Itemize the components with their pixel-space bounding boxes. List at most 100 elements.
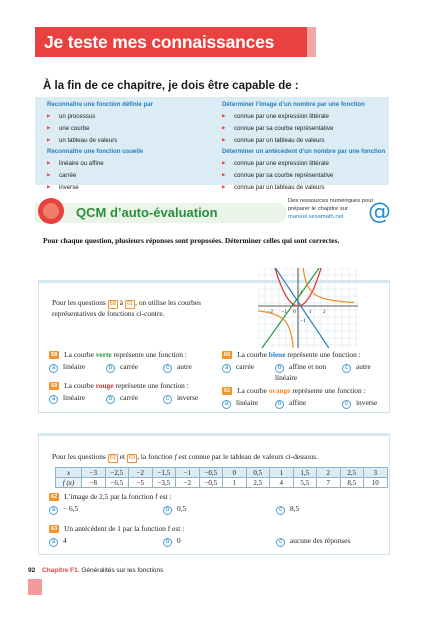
table-row-fx: f (x) −8 −6,5 −5 −3,5 −2 −0,5 1 2,5 4 5,5 7 8,5 10 [55,477,388,488]
table-header-x: x [55,467,82,478]
header-tab-decoration [307,27,316,57]
option-text: 0,5 [177,504,187,513]
option-text: aucune des réponses [290,536,351,545]
block2-intro-b: , la fonction [137,452,173,461]
option-letter: a [222,364,231,373]
goals-item: connue par un tableau de valeurs [222,134,392,146]
option-letter: b [275,400,284,409]
goals-item: un tableau de valeurs [47,134,217,146]
question-number: 58 [49,351,60,359]
chapter-title: Généralités sur les fonctions [81,567,164,574]
option-text: carrée [236,362,255,371]
option-letter: b [163,506,172,515]
option-letter: b [275,364,284,373]
option-letter: a [49,364,58,373]
option-text: inverse [177,393,199,402]
goals-box: Reconnaître une fonction définie par un … [35,97,392,191]
function-curves-graph: −2 −1 0 1 21−1 [258,268,358,348]
question-card-table [38,433,390,555]
option-letter: a [222,400,231,409]
question-text: L’image de 2,5 par la fonction f est : [64,492,172,501]
chapter-label: Chapitre F1. Généralités sur les fonctio… [42,567,163,574]
question-number: 60 [222,351,233,359]
table-cell-fx: 7 [316,477,341,488]
option[interactable]: a − 6,5 [49,504,78,515]
option[interactable]: b carrée [106,393,138,404]
question-number: 61 [222,387,233,395]
at-icon: @ [368,199,391,225]
curve-blue [274,268,330,348]
option[interactable]: a carrée [222,362,254,373]
option-text: 4 [63,536,67,545]
qcm-title: QCM d’auto-évaluation [76,205,218,220]
block2-intro-mid: et [119,452,126,461]
block1-intro-b: , on utilise les courbes représentatives… [52,298,202,318]
table-cell-x: −3 [81,467,106,478]
question-text: représente une fonction : [287,350,361,359]
goals-item: connue par un tableau de valeurs [222,181,392,193]
table-cell-fx: 1 [222,477,247,488]
footer-decoration [28,579,42,595]
question-60: 60 La courbe bleue représente une foncti… [222,350,361,360]
block2-intro: Pour les questions 62 et 63, la fonction… [52,452,318,463]
qcm-banner [35,203,287,223]
page-number: 92 [28,567,36,574]
option-text: 8,5 [290,504,300,513]
y-tick-label: 1 [300,290,303,296]
curve-red [274,268,322,307]
option[interactable]: b affine et non linéaire [275,362,333,383]
option[interactable]: a linéaire [222,398,258,409]
option[interactable]: c inverse [163,393,198,404]
table-cell-fx: −0,5 [198,477,223,488]
option[interactable]: c 8,5 [276,504,299,515]
page-title: Je teste mes connaissances [44,32,275,52]
graph-tick-labels: −2 −1 0 1 21−1 [267,290,326,324]
question-ref: 62 [107,454,118,463]
question-61: 61 La courbe orange représente une fonct… [222,386,366,396]
question-color-word: rouge [95,381,114,390]
x-tick-label: −2 [267,309,273,315]
question-63: 63 Un antécédent de 1 par la fonction f … [49,524,184,534]
option[interactable]: b affine [275,398,306,409]
curve-orange-branch [302,268,354,304]
option[interactable]: b carrée [106,362,138,373]
table-cell-x: 2,5 [339,467,364,478]
resources-link[interactable]: manuel.sesamath.net [288,213,344,220]
option[interactable]: c inverse [342,398,377,409]
option-letter: c [342,364,351,373]
goals-item: connue par une expression littérale [222,110,392,122]
option-text: − 6,5 [63,504,79,513]
table-cell-fx: −6,5 [104,477,129,488]
question-text: représente une fonction : [115,381,189,390]
goals-item: connue par une expression littérale [222,157,392,169]
question-text: La courbe [237,386,267,395]
option-text: affine [289,398,307,407]
goals-item: inverse [47,181,217,193]
table-cell-x: −2,5 [104,467,129,478]
table-cell-fx: 5,5 [292,477,317,488]
question-color-word: bleue [268,350,286,359]
option[interactable]: b 0,5 [163,504,186,515]
goals-heading: Reconnaître une fonction usuelle [47,148,144,155]
option[interactable]: c autre [342,362,371,373]
option-text: autre [356,362,371,371]
table-header-fx: f (x) [55,477,82,488]
option-letter: c [163,364,172,373]
table-cell-fx: 4 [269,477,294,488]
question-color-word: verte [95,350,112,359]
goals-item: une courbe [47,122,217,134]
option[interactable]: a linéaire [49,393,85,404]
option[interactable]: c autre [163,362,192,373]
table-cell-x: 0,5 [245,467,270,478]
table-cell-fx: 2,5 [245,477,270,488]
option-letter: c [342,400,351,409]
goals-heading: Déterminer un antécédent d’un nombre par… [222,148,386,155]
goals-item: connue par sa courbe représentative [222,169,392,181]
option-letter: c [276,538,285,547]
option[interactable]: c aucune des réponses [276,536,350,547]
option[interactable]: a linéaire [49,362,85,373]
table-cell-x: 0 [222,467,247,478]
option-text: linéaire [63,362,86,371]
